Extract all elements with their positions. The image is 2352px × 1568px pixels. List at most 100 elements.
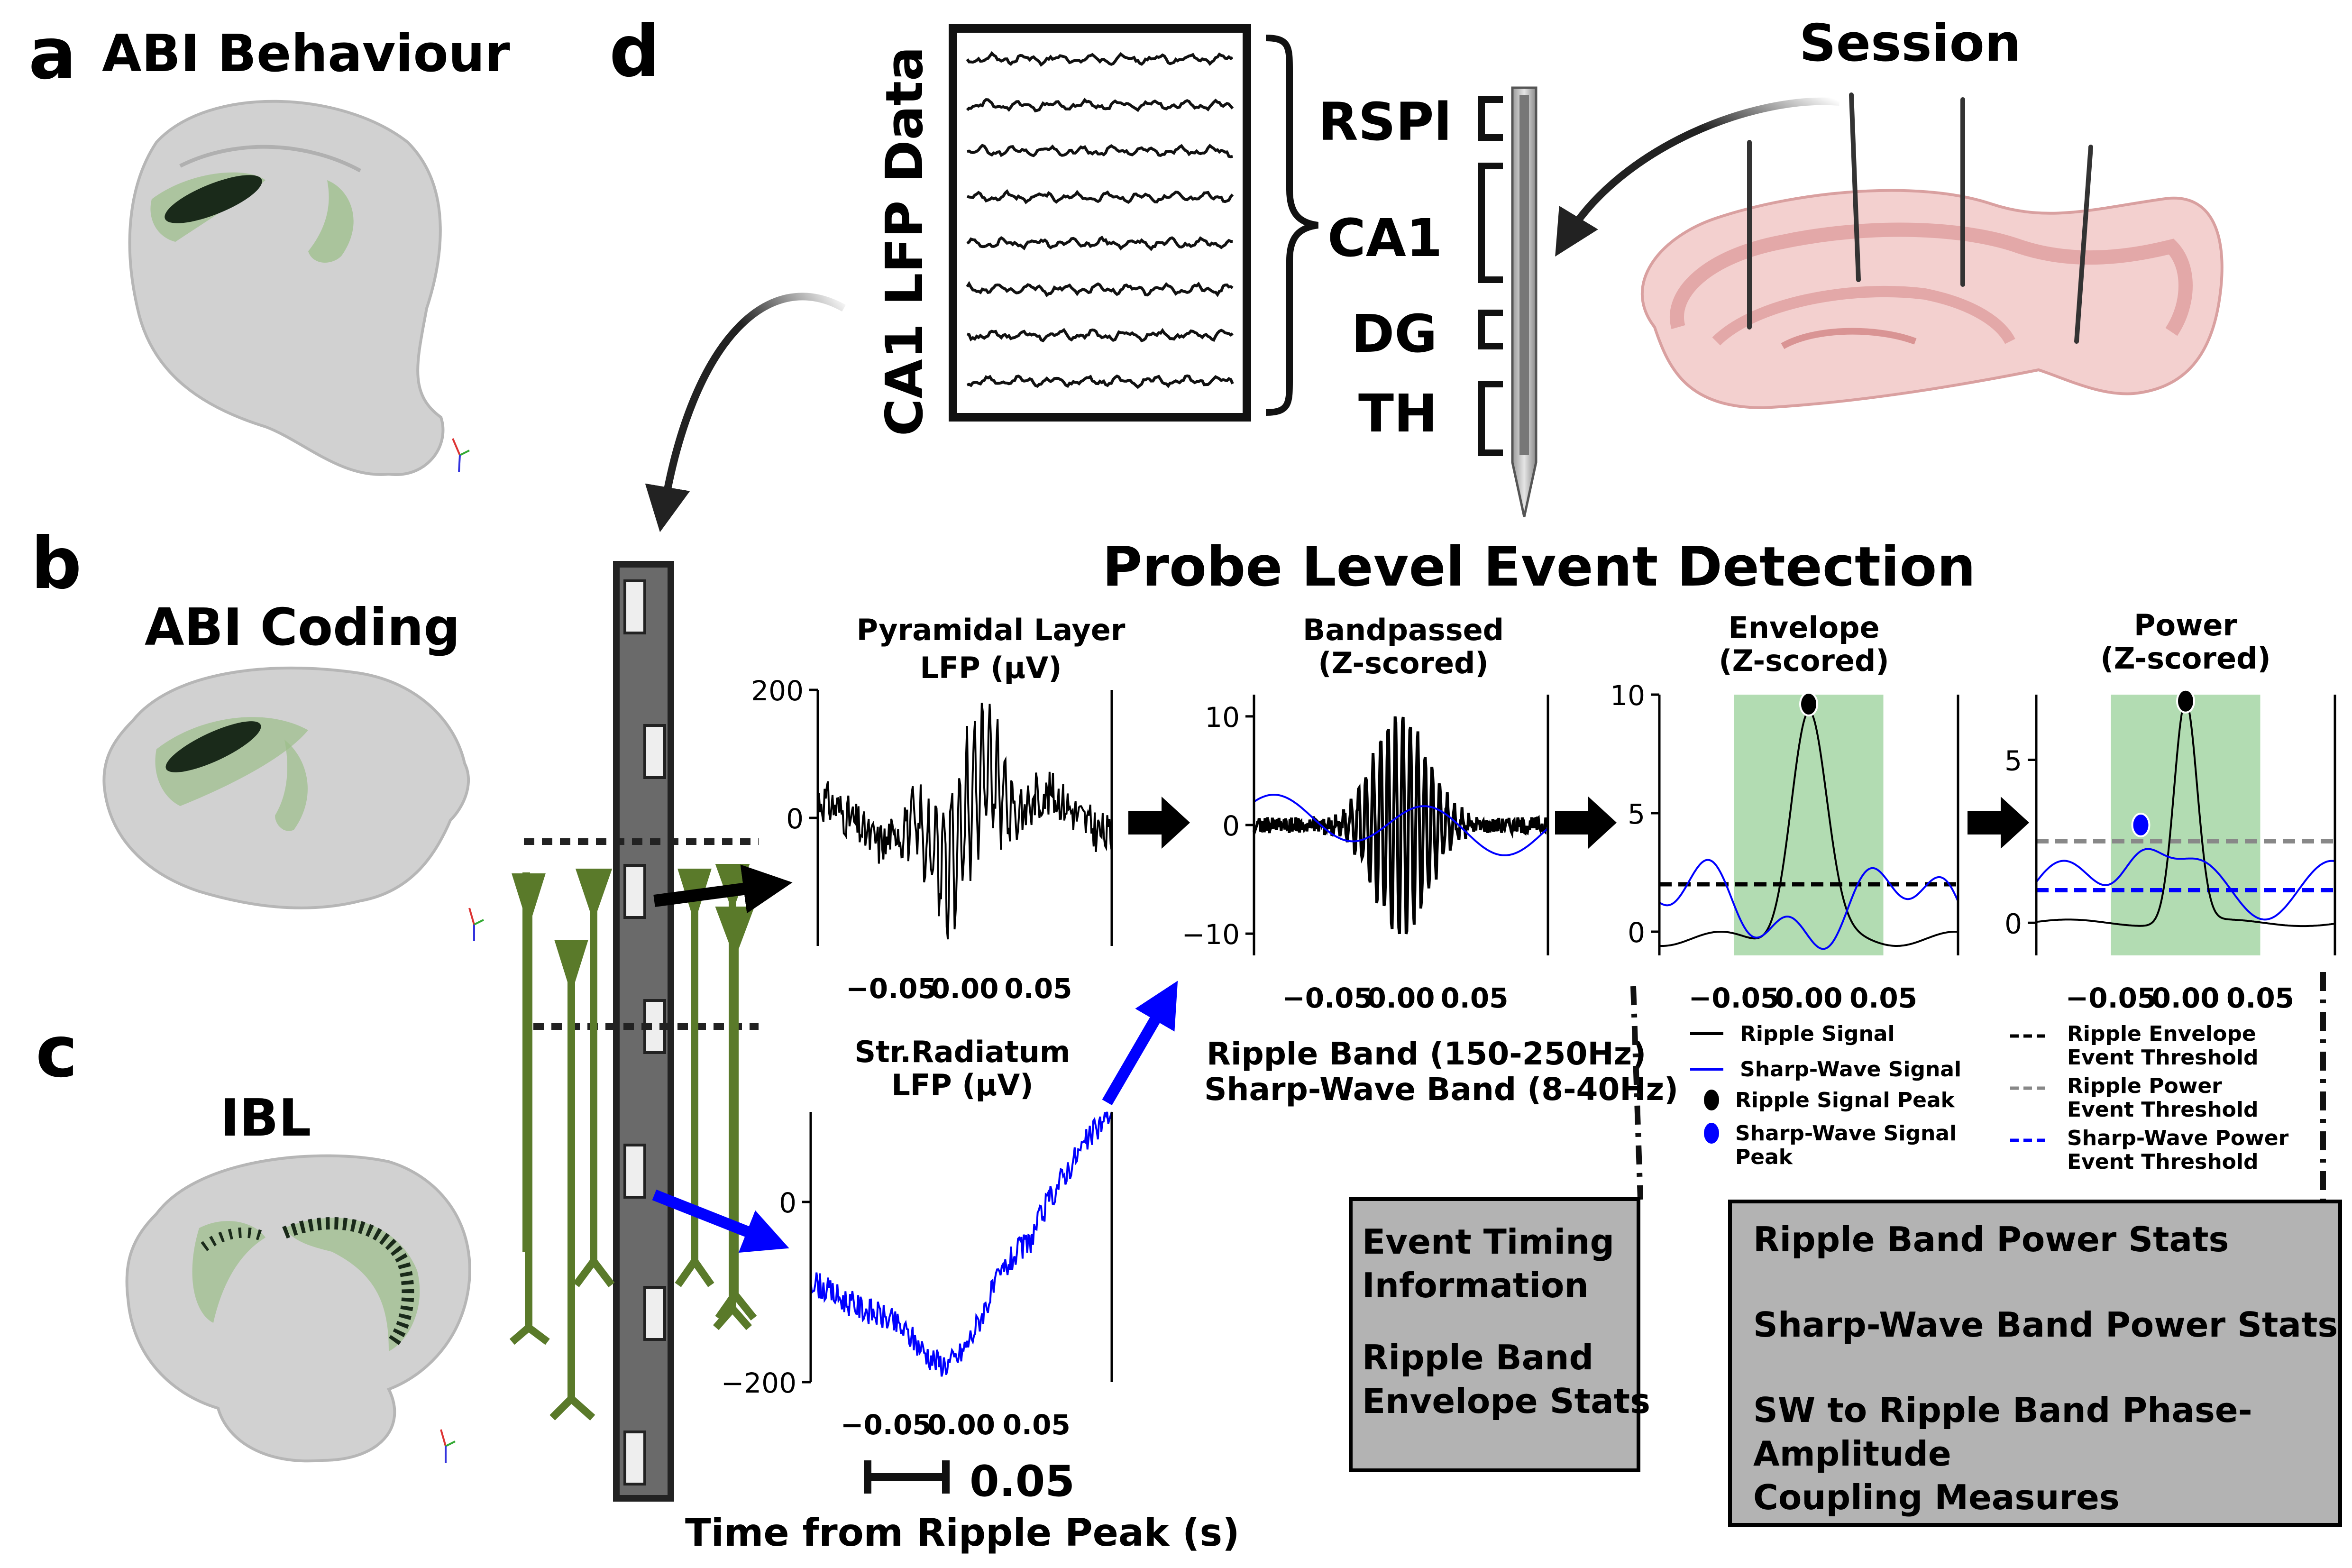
chart-title: LFP (μV) xyxy=(891,1068,1033,1102)
series-line xyxy=(1253,794,1549,856)
pyramidal-neurons-illustration xyxy=(509,864,757,1421)
box-line: Information xyxy=(1362,1265,1589,1305)
x-tick-label: 0.00 xyxy=(927,1409,995,1441)
probe-site xyxy=(643,724,666,779)
lfp-trace xyxy=(967,328,1234,343)
legend-label: Ripple Power xyxy=(2067,1074,2222,1098)
legend-marker xyxy=(1704,1123,1719,1144)
lfp-trace xyxy=(966,51,1234,67)
series-line xyxy=(2035,848,2335,921)
legend-label: Ripple Envelope xyxy=(2067,1022,2256,1046)
legend-envelope: Ripple Signal Sharp-Wave Signal Ripple Sig… xyxy=(1690,1022,1961,1169)
chart-title: LFP (μV) xyxy=(920,651,1062,685)
box-line: Sharp-Wave Band Power Stats xyxy=(1753,1305,2338,1345)
leader-line-left xyxy=(1630,986,1643,1200)
radiatum-to-bandpassed-arrow xyxy=(1102,981,1178,1106)
series-line xyxy=(817,703,1113,940)
event-detection-title: Probe Level Event Detection xyxy=(1102,535,1976,599)
flow-arrow-3 xyxy=(1968,797,2029,849)
region-brackets xyxy=(1478,96,1503,456)
box-line: Envelope Stats xyxy=(1362,1381,1650,1421)
x-tick-label: 0.05 xyxy=(1849,982,1917,1014)
brain-render-abi-behaviour xyxy=(128,100,470,476)
peak-marker xyxy=(2176,688,2195,714)
box-line xyxy=(1362,1307,1627,1336)
panel-a-title: ABI Behaviour xyxy=(102,24,510,83)
probe-site xyxy=(643,1286,666,1341)
chart-0: Pyramidal Layer LFP (μV) 200 0 −0.050.00 0.05 xyxy=(751,613,1126,1005)
chart-3: Envelope(Z-scored) 10 5 0 −0.050.00 0.05 xyxy=(1610,610,1959,1014)
legend-label: Event Threshold xyxy=(2067,1098,2258,1122)
legend-label: Event Threshold xyxy=(2067,1045,2258,1070)
lfp-trace xyxy=(966,281,1234,298)
event-window xyxy=(1734,695,1884,955)
x-tick-label: −0.05 xyxy=(1282,982,1373,1014)
region-label-dg: DG xyxy=(1351,303,1437,364)
x-tick-label: 0.00 xyxy=(1775,982,1842,1014)
probe-shank xyxy=(1511,86,1537,517)
probe-site xyxy=(623,864,646,919)
brain-render-abi-coding xyxy=(102,666,484,941)
chart-2: Bandpassed(Z-scored) 10 0 −10 −0.050.00 0.05 xyxy=(1182,613,1549,1014)
legend-label: Peak xyxy=(1735,1145,1794,1169)
recording-sites-abi-behaviour xyxy=(165,175,262,223)
y-tick-label: −200 xyxy=(721,1367,796,1399)
hippocampus-slice-illustration xyxy=(1640,189,2224,410)
event-timing-box: Event Timing Information Ripple Band Env… xyxy=(1349,1197,1650,1472)
y-tick-label: 0 xyxy=(786,803,804,835)
x-tick-label: 0.05 xyxy=(1004,972,1072,1005)
region-label-ca1: CA1 xyxy=(1327,208,1442,268)
lfp-traces-box xyxy=(949,24,1251,422)
panel-c-letter: c xyxy=(36,1011,78,1093)
region-label-rspl: RSPl xyxy=(1318,92,1452,152)
y-tick-label: 0 xyxy=(1628,917,1645,949)
box-line: Ripple Band xyxy=(1362,1338,1594,1377)
panel-d-letter: d xyxy=(609,10,660,93)
chart-title: Envelope xyxy=(1728,610,1879,645)
band-label-sharpwave: Sharp-Wave Band (8-40Hz) xyxy=(1204,1071,1678,1108)
lfp-to-probe-arrow xyxy=(645,293,846,532)
y-tick-label: −10 xyxy=(1182,918,1240,951)
series-line xyxy=(1658,859,1959,950)
legend-label: Ripple Signal Peak xyxy=(1735,1088,1956,1112)
series-line xyxy=(1253,716,1549,935)
box-line: Ripple Band Power Stats xyxy=(1753,1220,2229,1259)
x-tick-label: 0.00 xyxy=(931,972,998,1005)
lfp-trace xyxy=(966,235,1233,251)
chart-title: Str.Radiatum xyxy=(854,1035,1070,1069)
x-tick-label: −0.05 xyxy=(1689,982,1780,1014)
chart-title: Pyramidal Layer xyxy=(857,613,1126,647)
band-label-ripple: Ripple Band (150-250Hz) xyxy=(1207,1036,1646,1072)
chart-title: (Z-scored) xyxy=(1719,643,1889,678)
probe-site xyxy=(623,579,646,634)
power-stats-box: Ripple Band Power Stats Sharp-Wave Band … xyxy=(1728,1200,2342,1527)
time-scale-bar xyxy=(864,1460,950,1494)
x-tick-label: 0.05 xyxy=(2226,982,2294,1014)
legend-label: Sharp-Wave Signal xyxy=(1735,1121,1957,1146)
y-tick-label: 0 xyxy=(2004,908,2022,940)
chart-title: (Z-scored) xyxy=(1318,646,1489,680)
axes-gizmo-icon xyxy=(452,438,470,472)
lfp-trace xyxy=(967,144,1233,158)
panel-c-title: IBL xyxy=(220,1089,311,1148)
lfp-trace xyxy=(966,189,1234,204)
peak-marker xyxy=(1799,692,1818,716)
legend-marker xyxy=(1704,1090,1719,1110)
chart-title: Power xyxy=(2134,608,2237,642)
x-tick-label: 0.05 xyxy=(1003,1409,1071,1441)
peak-marker xyxy=(2131,813,2151,837)
lfp-trace xyxy=(966,98,1234,113)
lfp-trace xyxy=(966,374,1234,389)
scale-bar-label: 0.05 xyxy=(970,1457,1075,1506)
y-tick-label: 10 xyxy=(1610,679,1645,712)
box-line xyxy=(1753,1261,2317,1303)
session-label: Session xyxy=(1799,14,2021,73)
x-tick-label: 0.00 xyxy=(1367,982,1435,1014)
flow-arrow-2 xyxy=(1555,797,1617,849)
x-tick-label: −0.05 xyxy=(841,1409,932,1441)
probe-column xyxy=(613,561,674,1502)
